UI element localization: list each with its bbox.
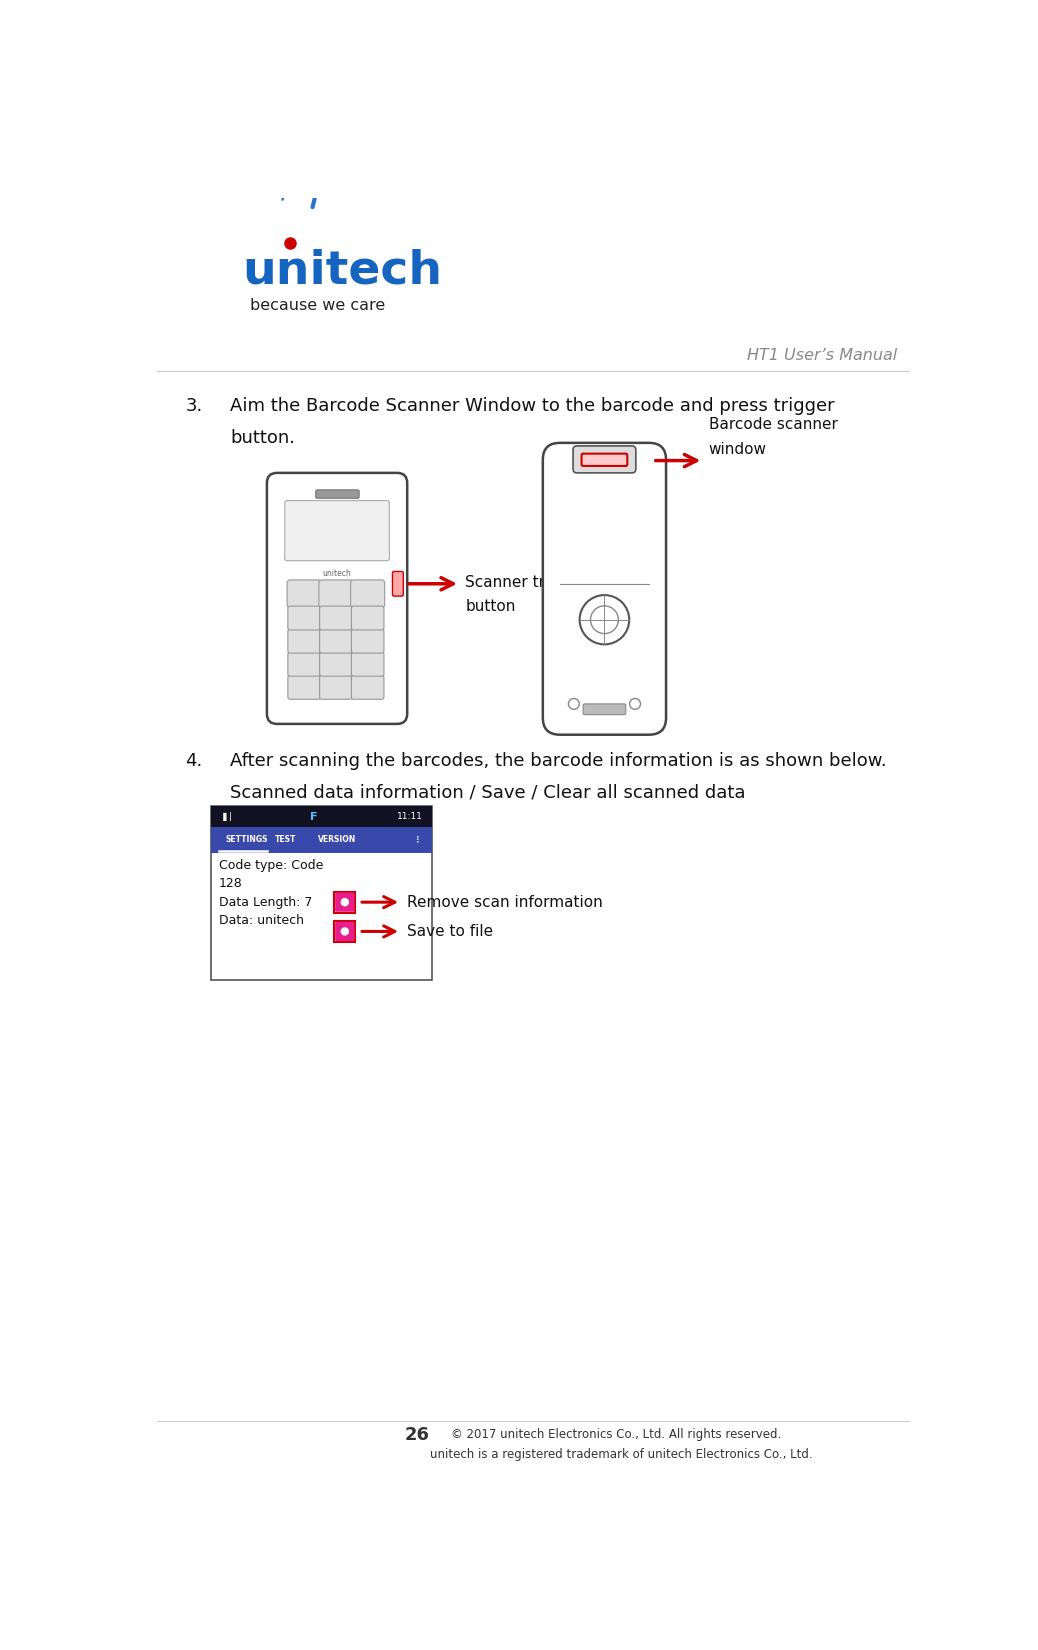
Bar (211, 807, 432, 827)
Text: 26: 26 (405, 1426, 430, 1444)
Bar (211, 807, 432, 980)
Text: 3.: 3. (186, 396, 202, 414)
Text: unitech: unitech (242, 249, 442, 294)
FancyBboxPatch shape (352, 675, 384, 700)
Text: F: F (310, 812, 318, 822)
FancyBboxPatch shape (288, 652, 321, 676)
FancyBboxPatch shape (351, 579, 385, 607)
FancyBboxPatch shape (288, 675, 321, 700)
Circle shape (340, 927, 349, 936)
FancyBboxPatch shape (267, 474, 407, 724)
FancyBboxPatch shape (335, 893, 355, 912)
Text: ⋮: ⋮ (414, 835, 421, 845)
Text: © 2017 unitech Electronics Co., Ltd. All rights reserved.: © 2017 unitech Electronics Co., Ltd. All… (452, 1429, 782, 1440)
Text: After scanning the barcodes, the barcode information is as shown below.: After scanning the barcodes, the barcode… (230, 752, 887, 771)
FancyBboxPatch shape (320, 606, 352, 630)
FancyBboxPatch shape (581, 454, 627, 465)
FancyBboxPatch shape (352, 606, 384, 630)
FancyBboxPatch shape (352, 629, 384, 653)
Text: HT1 User’s Manual: HT1 User’s Manual (746, 348, 897, 363)
Text: button.: button. (230, 429, 296, 447)
Text: unitech: unitech (323, 569, 352, 578)
Text: ▐ |: ▐ | (220, 812, 233, 822)
Text: Barcode scanner
window: Barcode scanner window (709, 417, 838, 457)
FancyBboxPatch shape (284, 500, 389, 561)
Text: unitech is a registered trademark of unitech Electronics Co., Ltd.: unitech is a registered trademark of uni… (431, 1449, 813, 1462)
Bar (334, 891, 355, 912)
FancyBboxPatch shape (288, 629, 321, 653)
Circle shape (340, 898, 349, 906)
Bar (334, 921, 355, 942)
FancyBboxPatch shape (319, 579, 353, 607)
Text: because we care: because we care (250, 299, 385, 314)
FancyBboxPatch shape (543, 442, 666, 734)
FancyBboxPatch shape (288, 579, 321, 607)
FancyBboxPatch shape (320, 675, 352, 700)
FancyBboxPatch shape (573, 446, 636, 474)
Text: 4.: 4. (186, 752, 202, 771)
Text: TEST: TEST (275, 835, 296, 845)
FancyBboxPatch shape (392, 571, 404, 596)
Text: VERSION: VERSION (318, 835, 356, 845)
Text: Scanner trigger
button: Scanner trigger button (465, 574, 585, 614)
Text: Code type: Code
128
Data Length: 7
Data: unitech: Code type: Code 128 Data Length: 7 Data:… (219, 858, 323, 927)
Text: Remove scan information: Remove scan information (407, 894, 603, 909)
FancyBboxPatch shape (335, 922, 355, 940)
Text: Save to file: Save to file (407, 924, 493, 939)
Text: 11:11: 11:11 (397, 812, 422, 822)
FancyBboxPatch shape (316, 490, 359, 498)
FancyBboxPatch shape (352, 652, 384, 676)
Text: SETTINGS: SETTINGS (225, 835, 268, 845)
FancyBboxPatch shape (288, 606, 321, 630)
Text: Aim the Barcode Scanner Window to the barcode and press trigger: Aim the Barcode Scanner Window to the ba… (230, 396, 836, 414)
Text: Scanned data information / Save / Clear all scanned data: Scanned data information / Save / Clear … (230, 784, 746, 802)
FancyBboxPatch shape (320, 652, 352, 676)
FancyBboxPatch shape (320, 629, 352, 653)
FancyBboxPatch shape (583, 705, 626, 714)
Bar (211, 827, 432, 853)
